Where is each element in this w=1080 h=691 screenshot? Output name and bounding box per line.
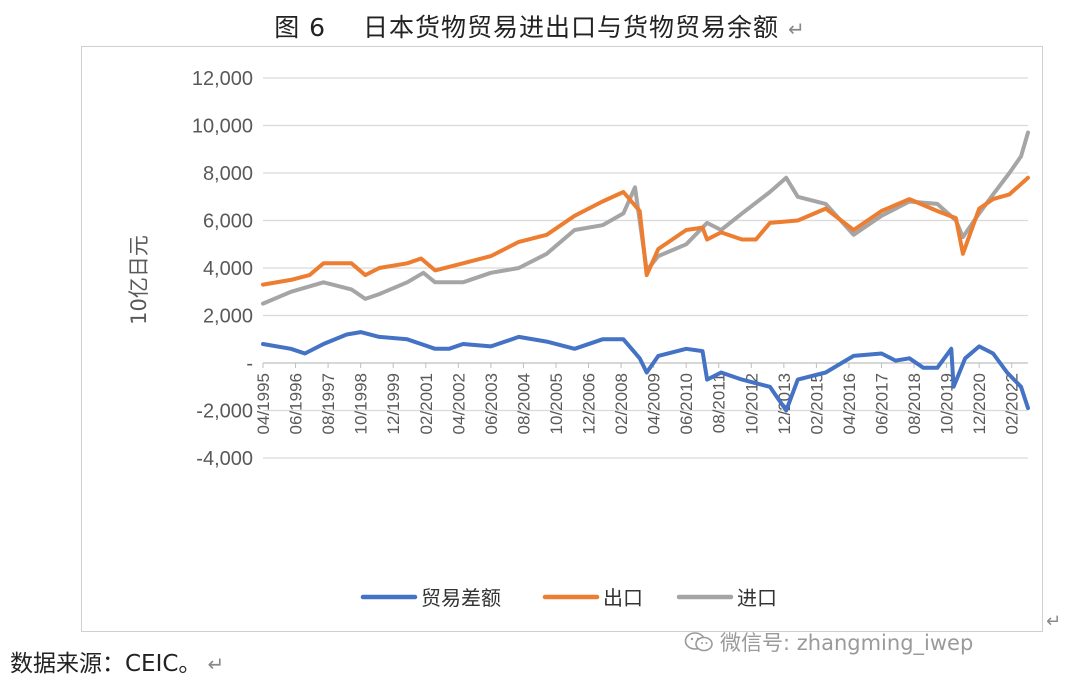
- x-tick-label: 06/2003: [482, 373, 501, 434]
- x-tick-label: 02/2015: [807, 373, 826, 434]
- line-chart: -4,000-2,000-2,0004,0006,0008,00010,0001…: [127, 68, 1030, 610]
- watermark-text: 微信号: zhangming_iwep: [720, 631, 974, 655]
- y-tick-label: 6,000: [203, 211, 253, 233]
- y-tick-label: -4,000: [196, 448, 253, 470]
- series-line-2: [261, 130, 1030, 306]
- x-tick-label: 02/2001: [417, 373, 436, 434]
- x-tick-label: 04/2002: [449, 373, 468, 434]
- x-tick-label: 08/2018: [905, 373, 924, 434]
- x-tick-label: 04/2009: [645, 373, 664, 434]
- source-text: 数据来源：CEIC。: [10, 651, 202, 677]
- x-tick-label: 10/2005: [547, 373, 566, 434]
- y-tick-label: 12,000: [192, 68, 253, 90]
- return-mark-icon: ↵: [1046, 612, 1061, 632]
- y-tick-label: 2,000: [203, 306, 253, 328]
- x-tick-label: 04/1995: [254, 373, 273, 434]
- y-tick-label: -2,000: [196, 401, 253, 423]
- return-mark-icon: ↵: [788, 17, 806, 41]
- y-axis-label: 10亿日元: [127, 235, 151, 325]
- x-tick-label: 06/1996: [287, 373, 306, 434]
- figure-number: 图 6: [274, 13, 327, 42]
- x-tick-label: 06/2017: [873, 373, 892, 434]
- y-tick-label: 4,000: [203, 258, 253, 280]
- svg-text:↵: ↵: [1046, 612, 1061, 632]
- series-line-0: [261, 330, 1030, 413]
- x-tick-label: 12/2006: [580, 373, 599, 434]
- figure-title: 图 6 日本货物贸易进出口与货物贸易余额 ↵: [0, 8, 1080, 44]
- x-tick-label: 12/2020: [970, 373, 989, 434]
- x-axis-ticks: 04/1995 06/1996 08/1997 10/1998 12/1999 02/20…: [254, 363, 1022, 434]
- legend-label-2: 进口: [737, 586, 777, 610]
- x-tick-label: 02/2022: [1003, 373, 1022, 434]
- series-lines: [261, 130, 1030, 413]
- figure-title-text: 日本货物贸易进出口与货物贸易余额: [363, 13, 780, 42]
- wechat-icon: [684, 632, 713, 652]
- x-tick-label: 12/2013: [775, 373, 794, 434]
- x-tick-label: 06/2010: [677, 373, 696, 434]
- x-tick-label: 10/1998: [352, 373, 371, 434]
- y-tick-label: 8,000: [203, 163, 253, 185]
- x-tick-label: 08/1997: [319, 373, 338, 434]
- y-tick-label: -: [246, 353, 253, 375]
- y-tick-label: 10,000: [192, 116, 253, 138]
- legend-label-0: 贸易差额: [421, 586, 501, 610]
- series-line-1: [261, 175, 1030, 287]
- x-tick-label: 10/2012: [742, 373, 761, 434]
- watermark: 微信号: zhangming_iwep: [684, 627, 973, 657]
- legend-label-1: 出口: [603, 586, 643, 610]
- x-tick-label: 04/2016: [840, 373, 859, 434]
- chart-frame: -4,000 -2,000-2,000 4,000 6,000 8,000 10,000 1…: [81, 46, 1043, 632]
- source-note: 数据来源：CEIC。 ↵: [10, 644, 224, 678]
- x-tick-label: 02/2008: [612, 373, 631, 434]
- return-mark-icon: ↵: [207, 652, 225, 676]
- x-tick-label: 12/1999: [384, 373, 403, 434]
- y-axis-ticks: -4,000-2,000-2,0004,0006,0008,00010,0001…: [192, 68, 253, 470]
- legend: 贸易差额 出口 进口: [360, 586, 777, 610]
- x-tick-label: 08/2004: [514, 373, 533, 434]
- x-tick-label: 10/2019: [938, 373, 957, 434]
- x-tick-label: 08/2011: [710, 373, 729, 433]
